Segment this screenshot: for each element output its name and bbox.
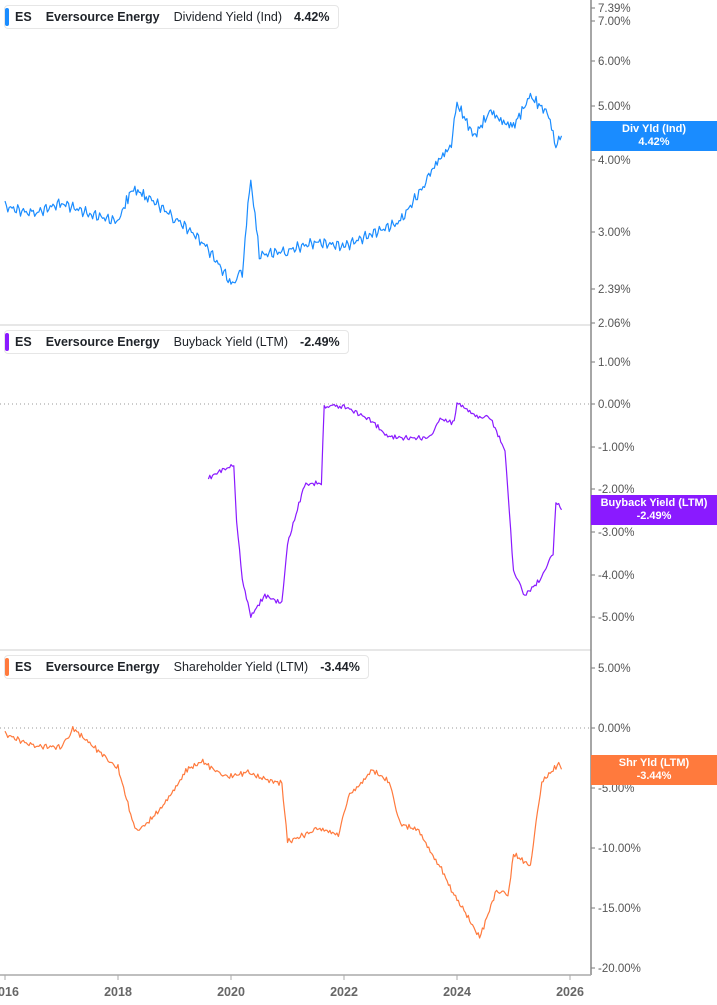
y-tick-label: -5.00% (598, 783, 634, 795)
legend-dividend-yield[interactable]: ES Eversource Energy Dividend Yield (Ind… (4, 5, 339, 29)
legend-ticker: ES (15, 335, 32, 349)
tag-value: -2.49% (636, 510, 672, 522)
y-tick-label: 5.00% (598, 663, 631, 675)
series-line (4, 725, 563, 939)
tag-label: Div Yld (Ind) (622, 123, 686, 135)
tag-label: Buyback Yield (LTM) (600, 497, 708, 509)
y-tick-label: 3.00% (598, 227, 631, 239)
legend-ticker: ES (15, 660, 32, 674)
legend-metric: Buyback Yield (LTM) (173, 335, 289, 349)
x-tick-label: 2016 (0, 985, 19, 999)
y-tick-label: 1.00% (598, 357, 631, 369)
y-tick-label: -3.00% (598, 527, 634, 539)
y-tick-label: 0.00% (598, 399, 631, 411)
series-lines (4, 92, 563, 939)
value-tag-buyback: Buyback Yield (LTM) -2.49% (591, 495, 717, 525)
series-color-bar (5, 658, 9, 676)
series-line (4, 92, 563, 285)
x-tick-label: 2018 (104, 985, 132, 999)
y-tick-label: -4.00% (598, 570, 634, 582)
grid-layer (0, 324, 591, 729)
y-tick-label: -15.00% (598, 903, 641, 915)
series-color-bar (5, 333, 9, 351)
value-tag-shareholder: Shr Yld (LTM) -3.44% (591, 755, 717, 785)
x-tick-label: 2024 (443, 985, 471, 999)
y-tick-label: -10.00% (598, 843, 641, 855)
legend-value: -2.49% (300, 335, 340, 349)
y-tick-label: 7.39% (598, 3, 631, 15)
legend-ticker: ES (15, 10, 32, 24)
legend-company: Eversource Energy (45, 335, 160, 349)
y-tick-label: -1.00% (598, 442, 634, 454)
y-tick-label: -2.00% (598, 484, 634, 496)
legend-shareholder-yield[interactable]: ES Eversource Energy Shareholder Yield (… (4, 655, 369, 679)
axes: 7.39%7.00% 6.00% 5.00% 4.00% 3.00% 2.39% 2.06%… (0, 0, 641, 999)
legend-metric: Dividend Yield (Ind) (173, 10, 283, 24)
y-tick-label: -20.00% (598, 963, 641, 975)
y-tick-label: 0.00% (598, 723, 631, 735)
series-color-bar (5, 8, 9, 26)
legend-buyback-yield[interactable]: ES Eversource Energy Buyback Yield (LTM)… (4, 330, 349, 354)
tag-value: 4.42% (638, 136, 670, 148)
y-tick-label: 6.00% (598, 56, 631, 68)
y-tick-label: -5.00% (598, 612, 634, 624)
tag-label: Shr Yld (LTM) (618, 757, 690, 769)
y-tick-label: 7.00% (598, 16, 631, 28)
y-tick-label: 2.39% (598, 284, 631, 296)
y-tick-label: 2.06% (598, 318, 631, 330)
value-tag-dividend: Div Yld (Ind) 4.42% (591, 121, 717, 151)
legend-company: Eversource Energy (45, 10, 160, 24)
legend-metric: Shareholder Yield (LTM) (173, 660, 309, 674)
legend-value: -3.44% (320, 660, 360, 674)
y-tick-label: 5.00% (598, 101, 631, 113)
legend-value: 4.42% (294, 10, 330, 24)
x-tick-label: 2022 (330, 985, 358, 999)
tag-value: -3.44% (636, 770, 672, 782)
legend-company: Eversource Energy (45, 660, 160, 674)
x-tick-label: 2026 (556, 985, 584, 999)
series-line (207, 402, 563, 619)
x-tick-label: 2020 (217, 985, 245, 999)
y-tick-label: 4.00% (598, 155, 631, 167)
